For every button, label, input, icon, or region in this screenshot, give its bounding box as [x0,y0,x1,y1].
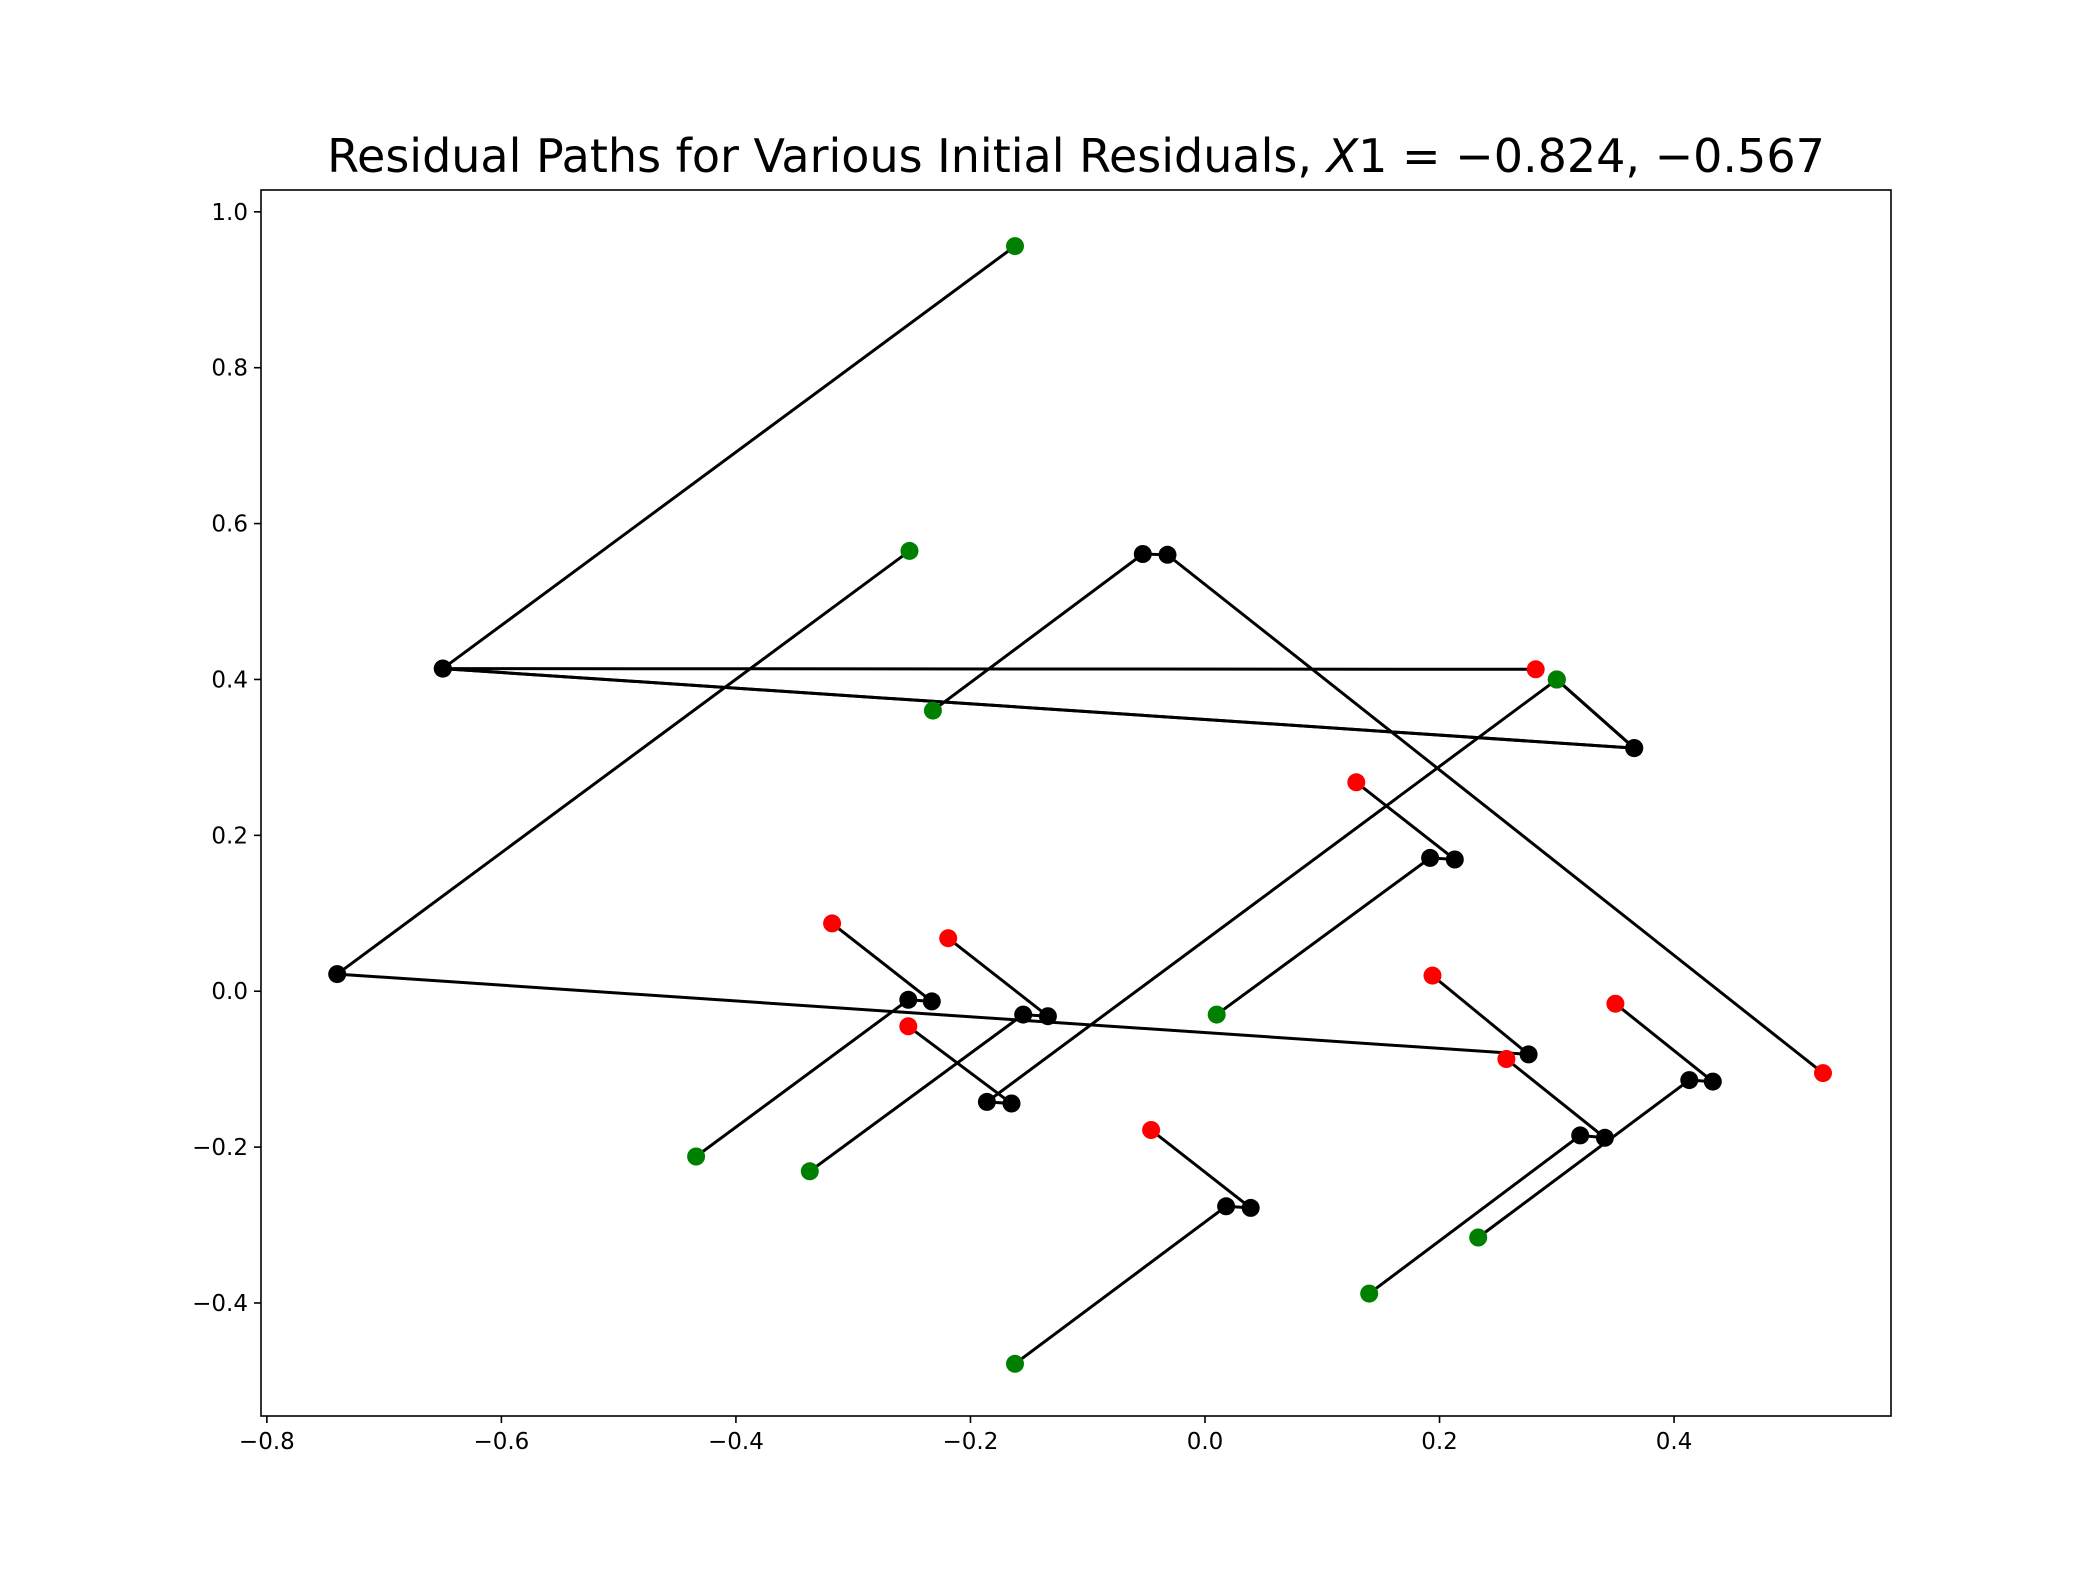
initial-residual-point [687,1147,706,1166]
x-tick-label: −0.4 [708,1429,764,1455]
final-residual-point [1606,994,1625,1013]
plot-frame [260,189,1892,1417]
intermediate-point [1038,1007,1057,1026]
x-tick-label: 0.4 [1656,1429,1693,1455]
x-tick-label: −0.2 [943,1429,999,1455]
points-layer [328,237,1832,1373]
final-residual-point [899,1017,918,1036]
intermediate-point [1519,1045,1538,1064]
intermediate-point [977,1092,996,1111]
initial-residual-point [1006,1354,1024,1373]
intermediate-point [1014,1005,1033,1024]
intermediate-point [1241,1198,1260,1217]
intermediate-point [1158,545,1177,564]
x-tick-label: −0.8 [239,1429,295,1455]
residual-path-line [1215,781,1460,1016]
residual-path-line [1477,1002,1718,1239]
intermediate-point [1625,739,1644,758]
intermediate-point [1571,1126,1590,1145]
initial-residual-point [800,1162,819,1181]
final-residual-point [1142,1121,1161,1139]
y-tick-label: −0.2 [192,1135,248,1161]
final-residual-point [823,914,842,933]
y-tick-label: −0.4 [192,1291,248,1317]
intermediate-point [1703,1072,1722,1091]
intermediate-point [1680,1071,1699,1090]
initial-residual-point [1547,670,1566,689]
chart-title: Residual Paths for Various Initial Resid… [327,129,1825,183]
residual-path-line [932,552,1824,1075]
final-residual-point [1347,773,1366,792]
final-residual-point [939,929,958,948]
final-residual-point [1814,1064,1832,1083]
y-tick-label: 0.0 [211,979,248,1005]
initial-residual-point [900,541,919,560]
x-tick-label: 0.0 [1187,1429,1224,1455]
intermediate-point [899,990,918,1009]
intermediate-point [328,965,347,984]
intermediate-point [1595,1128,1614,1147]
y-tick-label: 0.2 [211,823,248,849]
intermediate-point [1421,848,1440,867]
intermediate-point [1217,1197,1236,1216]
y-tick-label: 0.6 [211,512,248,538]
intermediate-point [1445,850,1464,869]
residual-path-line [1368,1057,1610,1295]
residual-path-line [808,937,1053,1173]
intermediate-point [922,992,941,1011]
residual-path-line [442,667,1639,750]
initial-residual-point [1006,237,1024,256]
initial-residual-point [923,701,942,720]
intermediate-point [1133,545,1152,563]
final-residual-point [1423,966,1442,985]
final-residual-point [1526,660,1545,679]
y-axis: −0.4 −0.2 0.0 0.2 0.4 0.6 0.8 1.0 [192,200,261,1317]
x-tick-label: −0.6 [473,1429,529,1455]
residual-path-line [333,549,1534,1057]
intermediate-point [433,659,452,678]
initial-residual-point [1207,1005,1226,1024]
initial-residual-point [1360,1284,1379,1303]
initial-residual-point [1469,1228,1488,1247]
y-tick-label: 1.0 [211,200,248,226]
y-tick-label: 0.8 [211,356,248,382]
residual-path-line [695,922,937,1158]
x-axis: −0.8 −0.6 −0.4 −0.2 0.0 0.2 0.4 [239,1416,1692,1455]
x-tick-label: 0.2 [1421,1429,1458,1455]
residual-path-line [1014,1128,1256,1366]
y-tick-label: 0.4 [211,667,248,693]
final-residual-point [1497,1050,1516,1068]
intermediate-point [1002,1094,1021,1113]
